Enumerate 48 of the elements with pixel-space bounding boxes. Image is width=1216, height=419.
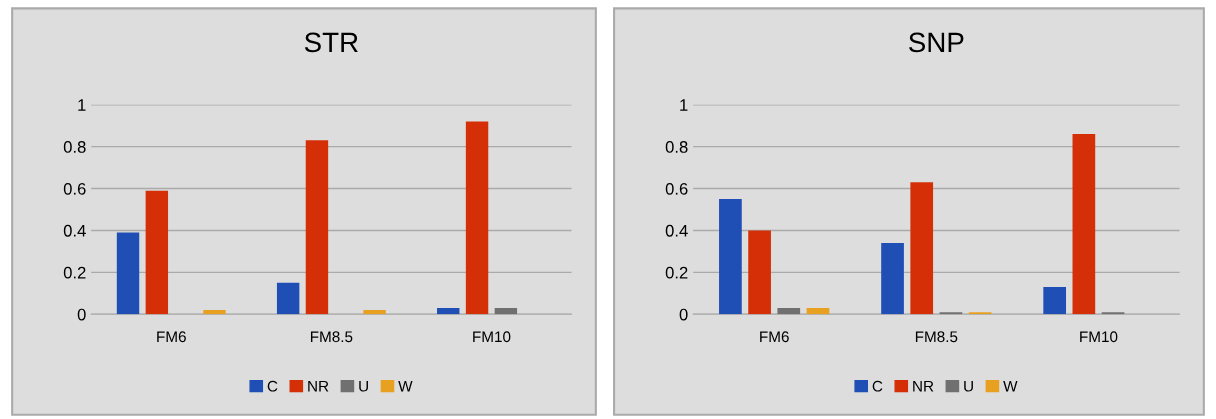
bar (116, 232, 140, 315)
y-tick-label: 1 (680, 99, 688, 111)
bar (437, 307, 460, 315)
y-tick-label: 0.4 (63, 224, 86, 237)
chart-title: STR (304, 32, 358, 53)
y-tick-label: 0.8 (665, 141, 688, 153)
bar (363, 310, 386, 315)
legend-label: W (1003, 380, 1018, 392)
y-tick-label: 0.2 (63, 266, 86, 279)
x-tick-label: FM6 (157, 331, 186, 343)
legend-label: C (872, 380, 883, 392)
legend-label: U (964, 380, 973, 392)
chart-title: SNP (909, 32, 964, 53)
y-tick-label: 0 (679, 308, 688, 321)
bar (465, 121, 489, 315)
y-tick-label: 0.6 (63, 182, 86, 195)
bar (145, 190, 169, 315)
legend-label: C (267, 380, 278, 392)
bar (203, 310, 226, 315)
bar (1043, 287, 1067, 315)
y-tick-label: 0.2 (665, 266, 688, 279)
legend-label: NR (913, 380, 934, 392)
x-tick-label: FM10 (1080, 331, 1118, 343)
legend-label: NR (308, 380, 329, 392)
bar (777, 307, 801, 315)
y-tick-label: 0.6 (665, 182, 688, 195)
y-tick-label: 0.8 (63, 141, 86, 153)
bar (494, 307, 518, 315)
bar (748, 230, 771, 315)
bar (276, 282, 300, 315)
bar (719, 199, 742, 315)
bar (968, 312, 992, 315)
bar (910, 182, 934, 315)
x-tick-label: FM8.5 (915, 331, 958, 343)
x-tick-label: FM10 (473, 331, 511, 343)
legend-label: W (398, 380, 413, 392)
bar (939, 312, 963, 315)
bar (305, 140, 329, 315)
x-tick-label: FM6 (760, 331, 789, 343)
bar (806, 307, 830, 315)
bar (881, 243, 904, 315)
y-tick-label: 0 (77, 308, 86, 321)
bar (1101, 312, 1125, 315)
y-tick-label: 1 (78, 99, 86, 111)
x-tick-label: FM8.5 (310, 331, 353, 343)
bar (1072, 134, 1096, 315)
legend-label: U (359, 380, 368, 392)
y-tick-label: 0.4 (665, 224, 688, 237)
